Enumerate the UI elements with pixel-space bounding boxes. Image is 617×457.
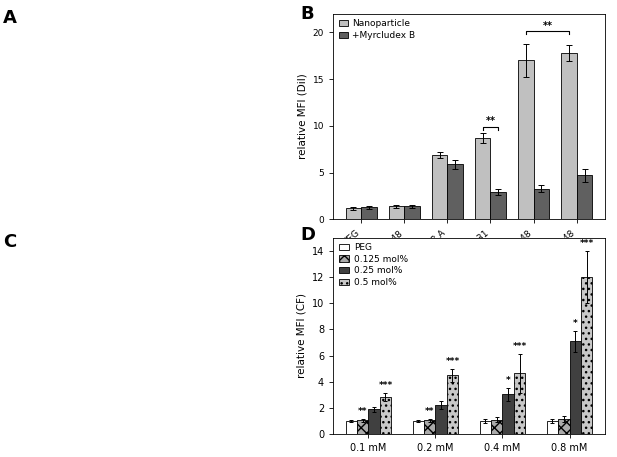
Bar (404, 206, 420, 219)
Bar (413, 421, 424, 434)
Text: *: * (573, 319, 578, 328)
Bar (346, 421, 357, 434)
Text: **: ** (542, 21, 552, 31)
Bar (357, 420, 368, 434)
Text: ***: *** (513, 342, 527, 351)
Bar (368, 409, 379, 434)
Bar (502, 394, 514, 434)
Y-axis label: relative MFI (DiI): relative MFI (DiI) (297, 74, 307, 159)
Text: A: A (3, 9, 17, 27)
Text: **: ** (358, 408, 367, 416)
Text: D: D (300, 226, 316, 244)
Legend: PEG, 0.125 mol%, 0.25 mol%, 0.5 mol%: PEG, 0.125 mol%, 0.25 mol%, 0.5 mol% (335, 239, 412, 291)
Bar (361, 207, 376, 219)
Bar (518, 60, 534, 219)
Bar (514, 373, 525, 434)
Bar (479, 421, 491, 434)
Bar (447, 164, 463, 219)
Bar (569, 341, 581, 434)
Text: ***: *** (378, 381, 392, 390)
Bar (447, 375, 458, 434)
Y-axis label: relative MFI (CF): relative MFI (CF) (296, 293, 306, 378)
Text: **: ** (425, 408, 434, 416)
Bar (491, 192, 506, 219)
Text: *: * (506, 376, 510, 385)
Text: B: B (300, 5, 314, 23)
Bar (436, 405, 447, 434)
Text: **: ** (486, 116, 495, 126)
Bar (389, 206, 404, 219)
Bar (424, 420, 436, 434)
Bar (346, 208, 361, 219)
Bar (491, 420, 502, 434)
Text: ***: *** (445, 357, 460, 366)
Bar (577, 175, 592, 219)
Bar (547, 421, 558, 434)
Bar (558, 419, 569, 434)
Bar (534, 188, 549, 219)
Bar (561, 53, 577, 219)
Text: ***: *** (579, 239, 594, 248)
Bar (379, 397, 391, 434)
Legend: Nanoparticle, +Myrcludex B: Nanoparticle, +Myrcludex B (335, 16, 419, 43)
Text: C: C (3, 233, 17, 251)
Bar (475, 138, 491, 219)
Bar (581, 277, 592, 434)
Bar (432, 155, 447, 219)
